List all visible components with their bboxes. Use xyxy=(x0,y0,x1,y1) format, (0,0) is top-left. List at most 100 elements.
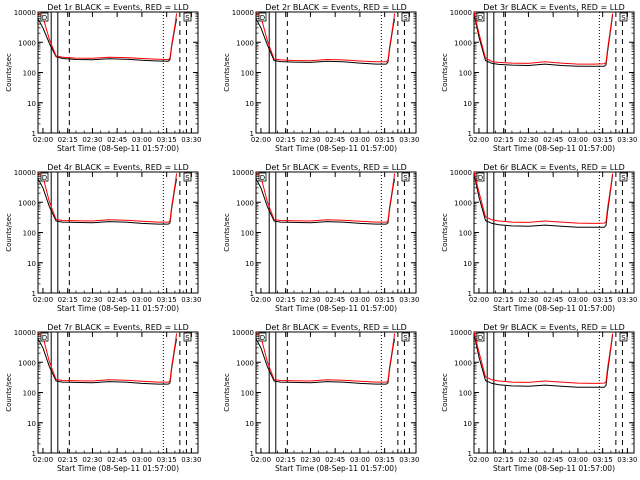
y-tick-label: 10 xyxy=(27,260,36,268)
y-tick-label: 100 xyxy=(23,70,36,78)
y-tick-label: 1000 xyxy=(236,39,254,47)
x-axis-label: Start Time (08-Sep-11 01:57:00) xyxy=(493,304,615,313)
x-tick-label: 02:15 xyxy=(276,136,296,144)
panel-3: Det 3r BLACK = Events, RED = LLD 1 10 100 10… xyxy=(441,3,637,153)
marker-box xyxy=(619,172,628,182)
marker-label: S xyxy=(621,174,626,182)
x-tick-label: 03:30 xyxy=(399,456,419,464)
x-tick-label: 02:00 xyxy=(33,456,53,464)
marker-box xyxy=(619,12,628,22)
marker-label: S xyxy=(403,14,408,22)
y-tick-label: 1000 xyxy=(18,359,36,367)
panel-title: Det 7r BLACK = Events, RED = LLD xyxy=(47,323,189,332)
x-axis-label: Start Time (08-Sep-11 01:57:00) xyxy=(493,144,615,153)
x-tick-label: 03:15 xyxy=(593,456,613,464)
y-tick-label: 100 xyxy=(459,230,472,238)
y-tick-label: 10 xyxy=(463,260,472,268)
marker-box xyxy=(258,172,267,182)
lld-series-line xyxy=(473,171,614,224)
y-tick-label: 10000 xyxy=(450,169,472,177)
y-tick-label: 10000 xyxy=(450,9,472,17)
x-tick-label: 02:45 xyxy=(107,136,127,144)
marker-label: D xyxy=(260,334,265,342)
x-axis-label: Start Time (08-Sep-11 01:57:00) xyxy=(275,144,397,153)
lld-series-line xyxy=(255,172,396,223)
panel-title: Det 4r BLACK = Events, RED = LLD xyxy=(47,163,189,172)
y-tick-label: 10000 xyxy=(232,9,254,17)
y-tick-label: 10 xyxy=(245,100,254,108)
x-tick-label: 03:15 xyxy=(375,296,395,304)
x-tick-label: 02:00 xyxy=(251,456,271,464)
x-axis-label: Start Time (08-Sep-11 01:57:00) xyxy=(493,464,615,473)
x-tick-label: 03:30 xyxy=(181,136,201,144)
panel-2: Det 2r BLACK = Events, RED = LLD 1 10 100 10… xyxy=(223,3,419,153)
x-tick-label: 03:30 xyxy=(181,296,201,304)
x-tick-label: 03:15 xyxy=(375,136,395,144)
x-tick-label: 02:15 xyxy=(494,456,514,464)
x-tick-label: 02:15 xyxy=(494,296,514,304)
x-tick-label: 02:00 xyxy=(251,136,271,144)
panel-title: Det 3r BLACK = Events, RED = LLD xyxy=(483,3,625,12)
y-tick-label: 1000 xyxy=(18,199,36,207)
panel-title: Det 6r BLACK = Events, RED = LLD xyxy=(483,163,625,172)
y-tick-label: 1 xyxy=(468,130,472,138)
x-tick-label: 03:15 xyxy=(593,136,613,144)
panel-title: Det 8r BLACK = Events, RED = LLD xyxy=(265,323,407,332)
panel-4: Det 4r BLACK = Events, RED = LLD 1 10 100 10… xyxy=(5,163,201,313)
x-tick-label: 03:30 xyxy=(617,296,637,304)
x-tick-label: 03:15 xyxy=(375,456,395,464)
x-tick-label: 03:30 xyxy=(617,456,637,464)
marker-box xyxy=(258,332,267,342)
marker-label: S xyxy=(185,174,190,182)
marker-label: S xyxy=(403,334,408,342)
y-tick-label: 1000 xyxy=(454,39,472,47)
x-tick-label: 02:15 xyxy=(58,456,78,464)
y-axis-label: Counts/sec xyxy=(441,53,449,92)
marker-label: S xyxy=(185,14,190,22)
y-tick-label: 10000 xyxy=(14,169,36,177)
marker-box xyxy=(476,172,485,182)
y-tick-label: 1 xyxy=(468,290,472,298)
marker-box xyxy=(619,332,628,342)
x-tick-label: 03:00 xyxy=(350,456,370,464)
y-tick-label: 10 xyxy=(463,100,472,108)
y-tick-label: 100 xyxy=(23,390,36,398)
y-axis-label: Counts/sec xyxy=(223,213,231,252)
x-tick-label: 02:30 xyxy=(82,296,102,304)
y-tick-label: 100 xyxy=(23,230,36,238)
panel-5: Det 5r BLACK = Events, RED = LLD 1 10 100 10… xyxy=(223,163,419,313)
x-tick-label: 02:15 xyxy=(276,456,296,464)
x-tick-label: 03:00 xyxy=(568,136,588,144)
x-tick-label: 02:45 xyxy=(107,296,127,304)
x-axis-label: Start Time (08-Sep-11 01:57:00) xyxy=(57,304,179,313)
x-tick-label: 02:00 xyxy=(469,296,489,304)
lld-series-line xyxy=(37,172,178,223)
lld-series-line xyxy=(255,332,396,383)
x-tick-label: 02:45 xyxy=(543,136,563,144)
x-axis-label: Start Time (08-Sep-11 01:57:00) xyxy=(275,304,397,313)
y-axis-label: Counts/sec xyxy=(5,53,13,92)
marker-label: D xyxy=(478,174,483,182)
x-axis-label: Start Time (08-Sep-11 01:57:00) xyxy=(275,464,397,473)
panel-title: Det 1r BLACK = Events, RED = LLD xyxy=(47,3,189,12)
marker-label: S xyxy=(403,174,408,182)
y-tick-label: 100 xyxy=(459,70,472,78)
y-tick-label: 1000 xyxy=(236,199,254,207)
y-tick-label: 10 xyxy=(245,420,254,428)
x-tick-label: 02:45 xyxy=(543,296,563,304)
x-tick-label: 02:30 xyxy=(300,456,320,464)
lld-series-line xyxy=(37,332,178,383)
x-tick-label: 02:30 xyxy=(518,296,538,304)
panel-1: Det 1r BLACK = Events, RED = LLD 1 10 100 10… xyxy=(5,3,201,153)
events-series-line xyxy=(473,173,614,228)
x-tick-label: 03:30 xyxy=(617,136,637,144)
x-tick-label: 03:00 xyxy=(568,296,588,304)
y-tick-label: 1000 xyxy=(454,359,472,367)
marker-box xyxy=(183,332,192,342)
y-axis-label: Counts/sec xyxy=(5,213,13,252)
y-tick-label: 1000 xyxy=(18,39,36,47)
panel-title: Det 9r BLACK = Events, RED = LLD xyxy=(483,323,625,332)
y-tick-label: 10000 xyxy=(450,329,472,337)
x-tick-label: 02:00 xyxy=(251,296,271,304)
